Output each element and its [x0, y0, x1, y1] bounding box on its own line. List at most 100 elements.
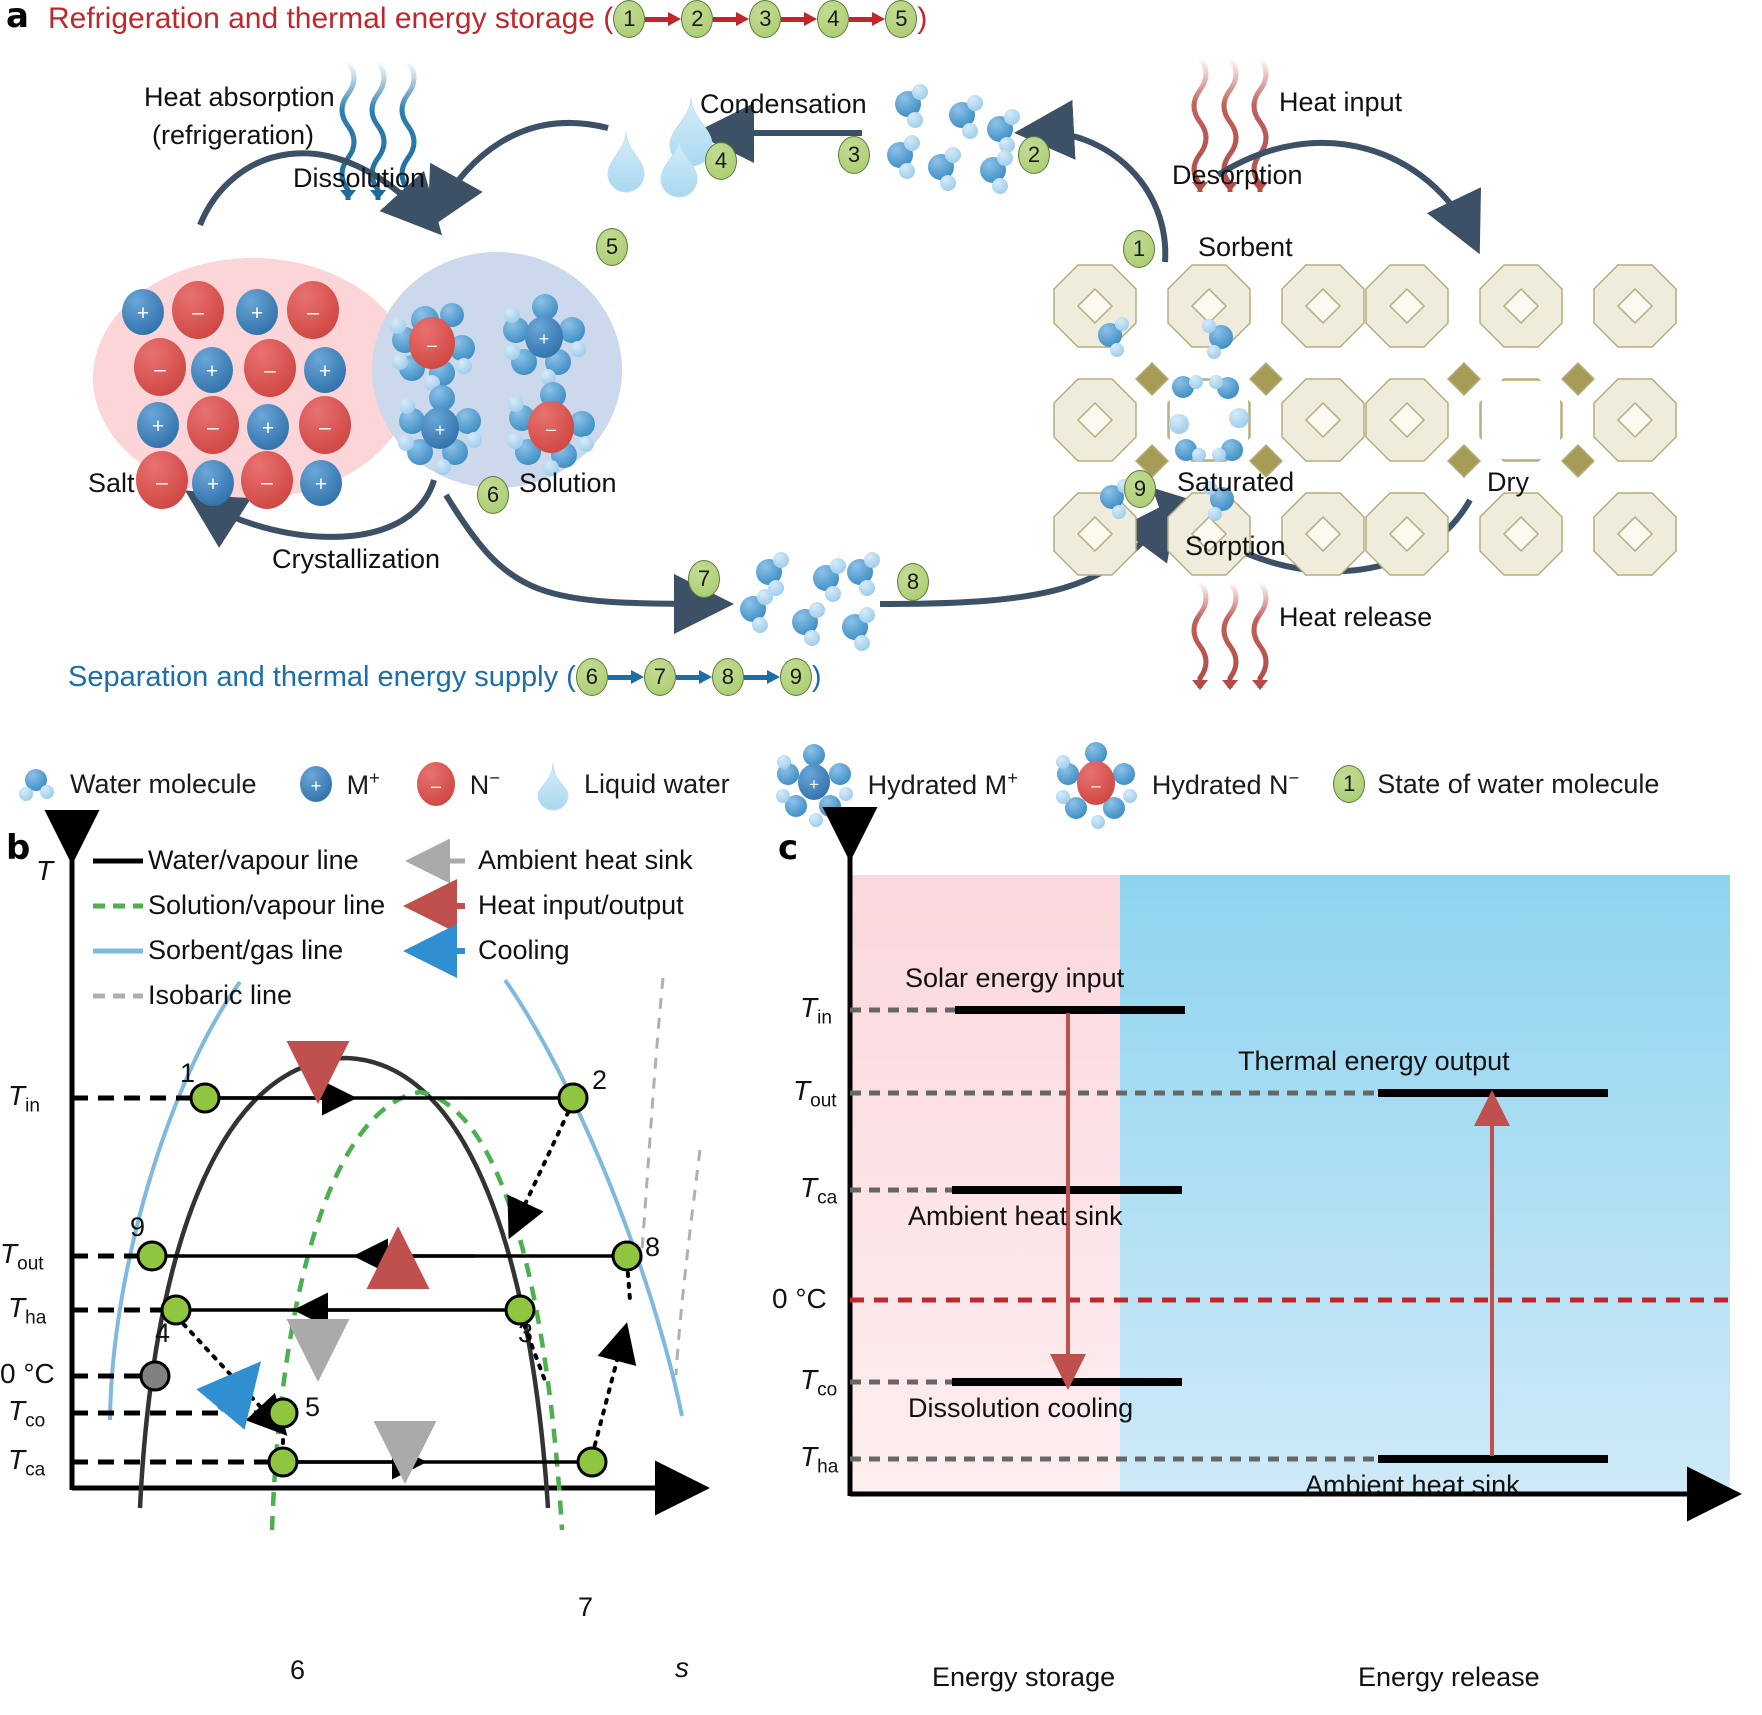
svg-text:+: + [539, 329, 550, 349]
sequence-arrow-icon [645, 12, 682, 26]
state-point-4 [160, 1294, 192, 1326]
pore-water-molecules [1169, 375, 1249, 462]
ytick-Tout-sub: out [17, 1253, 44, 1275]
svg-text:+: + [251, 302, 263, 325]
panel-a-diagram: + – + – – + – + + – + – – + – + – [93, 56, 1677, 690]
state-badge-icon: 1 [1333, 765, 1366, 803]
svg-text:–: – [1091, 776, 1101, 795]
state-point-2 [557, 1082, 589, 1114]
sequence-arrow-icon [849, 12, 886, 26]
point-label-1: 1 [180, 1058, 196, 1088]
point-label-2: 2 [592, 1065, 608, 1095]
key-item-water-molecule: Water molecule [14, 762, 257, 806]
diagram-state-6: 6 [477, 476, 509, 514]
c-ytick-Tha-main: T [800, 1441, 818, 1472]
svg-text:+: + [152, 415, 164, 438]
key-label-state: State of water molecule [1377, 768, 1660, 799]
diagram-state-3: 3 [838, 136, 870, 174]
hydrated-anion-icon: – [507, 382, 595, 476]
heat-absorption-label-line1: Heat absorption [144, 82, 335, 112]
c-ytick-zero-celsius: 0 °C [772, 1283, 827, 1314]
ytick-Tout-main: T [0, 1238, 18, 1269]
panel-b-legend-left [93, 858, 143, 999]
c-ytick-Tca-sub: ca [817, 1187, 838, 1209]
water-vapour-dome [137, 1055, 551, 1509]
c-ytick-Tco-sub: co [817, 1379, 838, 1401]
liquid-water-droplets [607, 97, 713, 198]
sequence-arrow-icon [607, 670, 644, 684]
panel-b-legend-right [403, 838, 465, 978]
cycle-arrows [184, 99, 1481, 634]
salt-label: Salt [88, 468, 135, 498]
panel-b-y-axis-label: T [36, 855, 54, 886]
storage-title-text: Refrigeration and thermal energy storage… [48, 2, 614, 35]
panel-a-key-row: Water molecule + M+ – N− Liquid water + … [14, 740, 1754, 829]
panel-a-title-supply: Separation and thermal energy supply ( 6… [68, 658, 821, 696]
water-molecule-icon [19, 769, 54, 801]
saturated-label: Saturated [1177, 467, 1295, 497]
key-item-cation: + M+ [297, 762, 380, 806]
svg-text:+: + [207, 473, 219, 496]
diagram-state-1: 1 [1123, 230, 1155, 268]
hydrated-anion-icon: – [1055, 742, 1137, 829]
state-point-freezing [139, 1360, 171, 1392]
key-label-water-molecule: Water molecule [70, 768, 257, 799]
panel-a-title-storage: Refrigeration and thermal energy storage… [48, 0, 927, 38]
point-label-3: 3 [518, 1318, 534, 1348]
solution-circle: – + + – [372, 252, 622, 488]
transition-dotted-lines [174, 1100, 637, 1458]
sequence-arrow-icon [781, 12, 818, 26]
cation-icon: + [299, 766, 332, 802]
diagram-state-9: 9 [1124, 470, 1156, 508]
svg-text:–: – [154, 358, 166, 381]
state-point-3 [504, 1294, 536, 1326]
svg-text:+: + [137, 302, 149, 325]
cooling-arrow-icon [196, 1361, 262, 1430]
legend-label-water-vapour-line: Water/vapour line [148, 845, 359, 875]
svg-text:+: + [319, 360, 331, 383]
key-label-hydrated-cation: Hydrated M+ [867, 767, 1018, 800]
annotation-arrows [196, 1041, 437, 1484]
diagram-state-4: 4 [705, 142, 737, 180]
label-dissolution-cooling: Dissolution cooling [908, 1393, 1134, 1423]
liquid-water-droplet-icon [537, 762, 569, 811]
svg-text:+: + [206, 360, 218, 383]
diagram-state-5: 5 [596, 228, 628, 266]
key-item-hydrated-cation: + Hydrated M+ [772, 742, 1018, 827]
sequence-arrow-icon [743, 670, 780, 684]
heat-input-wave-icon [1191, 56, 1269, 192]
svg-text:+: + [262, 417, 274, 440]
key-item-anion: – N− [414, 760, 500, 808]
salt-ion-lattice: + – + – – + – + + – + – – + – + [122, 281, 351, 509]
heat-absorption-label-line2: (refrigeration) [152, 120, 315, 150]
supply-title-paren: ) [811, 660, 822, 693]
anion-icon: – [416, 762, 455, 806]
heat-release-wave-icon [1191, 580, 1269, 690]
sorbent-gas-lines [108, 978, 684, 1421]
svg-text:–: – [207, 416, 219, 439]
heat-input-label: Heat input [1279, 87, 1403, 117]
panel-a-letter: a [6, 0, 29, 36]
point-label-9: 9 [130, 1212, 146, 1242]
label-ambient-heat-sink-storage: Ambient heat sink [908, 1201, 1123, 1231]
svg-text:–: – [264, 359, 276, 382]
svg-text:–: – [192, 301, 204, 324]
svg-text:–: – [427, 335, 437, 355]
storage-title-paren: ) [917, 2, 928, 35]
point-label-5: 5 [305, 1392, 321, 1422]
diagram-state-7: 7 [688, 560, 720, 598]
svg-text:+: + [809, 775, 819, 794]
zone-energy-release [1120, 875, 1730, 1495]
c-ytick-Tca-main: T [800, 1172, 818, 1203]
point-label-7: 7 [578, 1592, 594, 1622]
desorption-label: Desorption [1172, 160, 1303, 190]
svg-text:–: – [431, 776, 441, 796]
state-badge-8: 8 [711, 658, 744, 696]
legend-label-solution-vapour-line: Solution/vapour line [148, 890, 386, 920]
state-badge-3: 3 [749, 0, 782, 38]
label-thermal-energy-output: Thermal energy output [1238, 1046, 1510, 1076]
hydrated-anion-icon: – [390, 303, 475, 391]
panel-c-levels [850, 1006, 1730, 1463]
sorption-label: Sorption [1185, 531, 1286, 561]
svg-text:–: – [261, 471, 273, 494]
